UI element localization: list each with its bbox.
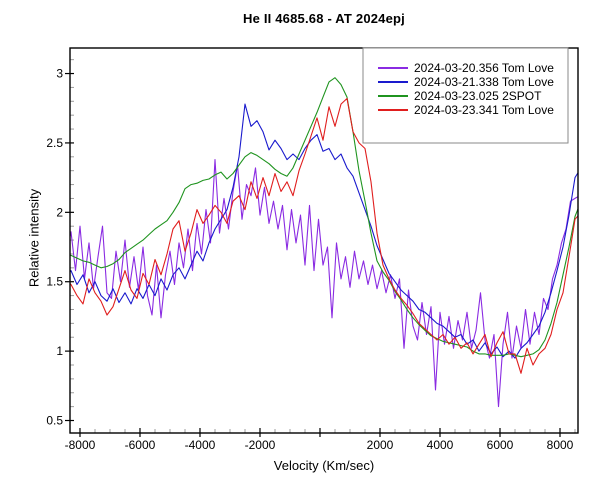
y-axis-label: Relative intensity [26, 188, 42, 288]
y-tick-label: 1 [56, 344, 63, 358]
x-tick-label: 8000 [547, 438, 574, 452]
x-tick-label: 6000 [487, 438, 514, 452]
legend-label: 2024-03-23.341 Tom Love [414, 103, 554, 117]
x-tick-label: -8000 [65, 438, 96, 452]
series-line [70, 77, 578, 358]
series-line [70, 97, 578, 374]
series-line [70, 103, 578, 359]
legend-box [362, 47, 569, 144]
x-tick-label: -6000 [125, 438, 156, 452]
chart-title: He II 4685.68 - AT 2024epj [242, 11, 405, 26]
x-tick-label: -4000 [185, 438, 216, 452]
legend-label: 2024-03-23.025 2SPOT [414, 89, 542, 103]
x-axis-label: Velocity (Km/sec) [273, 458, 375, 473]
x-tick-label: -2000 [245, 438, 276, 452]
y-tick-label: 2.5 [46, 136, 63, 150]
y-tick-label: 1.5 [46, 275, 63, 289]
legend-label: 2024-03-20.356 Tom Love [414, 61, 554, 75]
plot-frame [69, 47, 579, 434]
x-tick-label: 2000 [367, 438, 394, 452]
y-tick-label: 3 [56, 67, 63, 81]
y-tick-label: 0.5 [46, 414, 63, 428]
y-tick-label: 2 [56, 205, 63, 219]
series-line [70, 159, 578, 408]
legend-label: 2024-03-21.338 Tom Love [414, 75, 554, 89]
x-tick-label: 4000 [427, 438, 454, 452]
